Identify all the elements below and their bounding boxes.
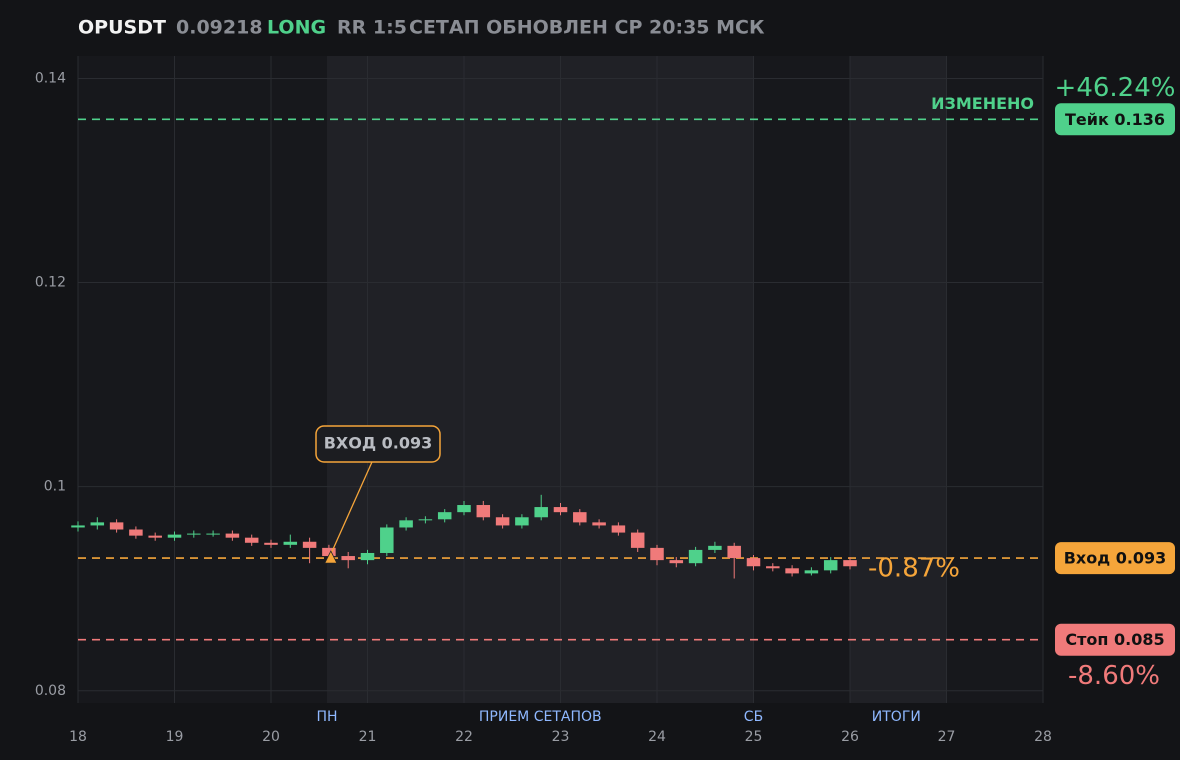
- candle-body: [727, 545, 741, 559]
- candle-body: [573, 512, 587, 523]
- candle-body: [843, 560, 857, 567]
- level-badge: [1055, 542, 1175, 575]
- candle-body: [71, 525, 85, 528]
- candle-body: [534, 507, 548, 518]
- candle-body: [669, 560, 684, 564]
- candle-body: [187, 533, 201, 535]
- x-tick-label: 25: [745, 729, 763, 745]
- candle-body: [399, 520, 413, 528]
- candle-body: [225, 533, 240, 538]
- level-change: +46.24%: [1055, 73, 1176, 103]
- x-tick-label: 19: [166, 729, 184, 745]
- candle-body: [302, 541, 317, 548]
- status: СЕТАП ОБНОВЛЕН СР 20:35 МСК: [409, 17, 765, 39]
- candle-body: [129, 529, 143, 536]
- candle-body: [148, 535, 162, 538]
- candle-body: [437, 512, 452, 520]
- entry-box: [315, 425, 441, 463]
- level-change: -8.60%: [1068, 661, 1160, 691]
- candle-body: [553, 507, 568, 513]
- level-note: ИЗМЕНЕНО: [931, 94, 1034, 113]
- entry-pointer: [330, 461, 373, 555]
- risk-reward: RR 1:5: [337, 17, 407, 39]
- candle-body: [785, 568, 799, 574]
- session-label: ПРИЕМ СЕТАПОВ: [479, 709, 602, 725]
- candle-body: [804, 570, 819, 574]
- x-tick-label: 21: [359, 729, 377, 745]
- y-tick-label: 0.1: [44, 479, 66, 495]
- candle-body: [708, 545, 722, 550]
- candle-body: [766, 566, 780, 569]
- x-tick-label: 22: [455, 729, 473, 745]
- candle-body: [341, 556, 355, 561]
- candle-body: [322, 547, 336, 557]
- plot: 18 19 20 21 22 23 24 25 26 27 28 0.08 0.1 0.12 0.14 ПН П…: [35, 56, 1176, 745]
- candle-body: [360, 552, 375, 561]
- candle-body: [457, 505, 471, 513]
- level-badge: [1055, 103, 1175, 136]
- symbol: OPUSDT: [78, 17, 166, 39]
- candle-body: [264, 542, 278, 545]
- candle-body: [167, 534, 182, 538]
- session-zone: [326, 56, 754, 703]
- candle-body: [515, 517, 529, 526]
- x-tick-label: 26: [841, 729, 859, 745]
- session-zone: [850, 56, 947, 703]
- candle-body: [109, 522, 124, 530]
- candle-body: [206, 533, 220, 535]
- candle-body: [746, 558, 761, 567]
- level-label: Стоп 0.085: [1065, 630, 1164, 649]
- candle-body: [283, 541, 298, 545]
- candle-body: [688, 549, 703, 564]
- x-tick-label: 27: [938, 729, 956, 745]
- x-tick-label: 28: [1034, 729, 1052, 745]
- candle-body: [823, 560, 838, 571]
- candle-body: [476, 505, 491, 518]
- y-tick-label: 0.14: [35, 70, 66, 86]
- x-tick-label: 20: [262, 729, 280, 745]
- entry-label: ВХОД 0.093: [324, 434, 433, 453]
- candle-body: [495, 517, 510, 526]
- level-badge: [1055, 623, 1175, 656]
- side: LONG: [267, 17, 326, 39]
- y-tick-label: 0.12: [35, 275, 66, 291]
- level-label: Вход 0.093: [1064, 549, 1167, 568]
- session-label: ПН: [316, 709, 337, 725]
- level-change: -0.87%: [868, 554, 960, 584]
- candle-body: [380, 527, 394, 553]
- x-tick-label: 24: [648, 729, 666, 745]
- price: 0.09218: [176, 17, 263, 39]
- session-label: ИТОГИ: [872, 709, 921, 725]
- x-tick-label: 23: [552, 729, 570, 745]
- session-label: СБ: [744, 709, 763, 725]
- candle-body: [650, 547, 664, 561]
- candle-body: [244, 537, 259, 543]
- y-tick-label: 0.08: [35, 683, 66, 699]
- entry-marker: [324, 550, 338, 564]
- level-label: Тейк 0.136: [1065, 110, 1165, 129]
- candle-body: [592, 522, 606, 526]
- candle-body: [90, 522, 105, 526]
- candle-body: [418, 519, 433, 521]
- x-tick-label: 18: [69, 729, 87, 745]
- candle-body: [611, 525, 626, 533]
- candle-body: [630, 532, 645, 548]
